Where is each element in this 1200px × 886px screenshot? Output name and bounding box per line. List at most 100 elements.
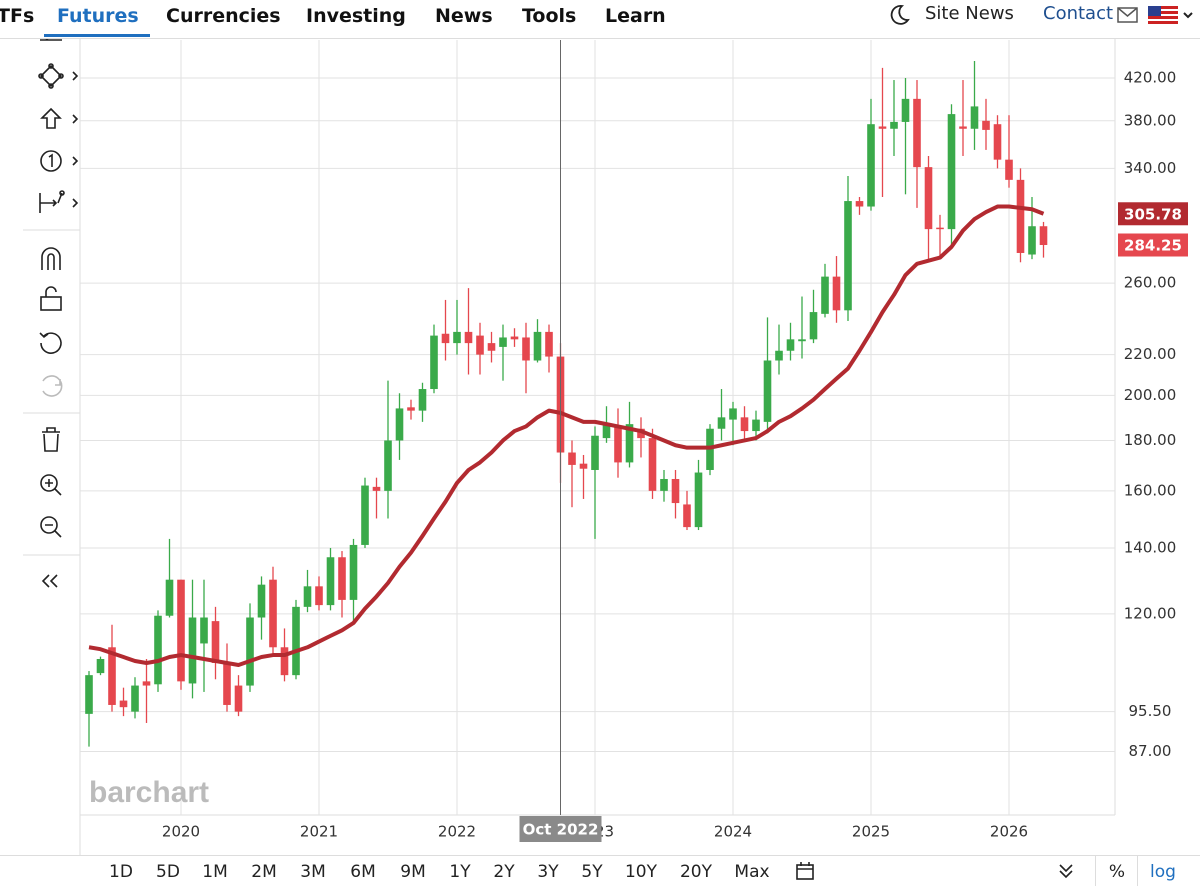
- candle-body: [315, 586, 323, 606]
- x-tick-label: 2020: [162, 823, 200, 841]
- candle-body: [177, 579, 185, 682]
- candle-body: [119, 700, 128, 708]
- y-tick-label: 160.00: [1124, 481, 1177, 499]
- candle-body: [602, 424, 611, 439]
- candle-body: [648, 438, 657, 491]
- period-button[interactable]: 1D: [109, 862, 133, 882]
- period-button[interactable]: 5D: [156, 862, 180, 882]
- candle-body: [453, 331, 461, 344]
- candle-body: [740, 417, 749, 432]
- candle-body: [637, 428, 645, 439]
- candle-body: [476, 335, 484, 355]
- candle-body: [487, 343, 496, 351]
- percent-toggle[interactable]: %: [1108, 862, 1126, 882]
- candle-body: [959, 126, 967, 129]
- active-underline: [44, 34, 150, 37]
- candle-body: [568, 452, 576, 465]
- candle-body: [625, 424, 634, 463]
- candle-body: [246, 617, 254, 686]
- period-button[interactable]: 3M: [300, 862, 326, 882]
- candle-body: [614, 426, 622, 463]
- candle-body: [579, 463, 588, 469]
- candle-body: [821, 276, 829, 314]
- x-tick-label: 2025: [852, 823, 890, 841]
- nav-item[interactable]: News: [435, 5, 493, 27]
- chart: barchart 87.00 95.50 120.00 140.00 160.00 180.…: [23, 39, 1188, 855]
- candle-body: [855, 201, 864, 207]
- x-tick-label: 2022: [438, 823, 476, 841]
- candle-body: [522, 337, 530, 361]
- site-news[interactable]: Site News: [925, 3, 1014, 24]
- candle-body: [901, 98, 910, 122]
- nav-item[interactable]: TFs: [0, 5, 35, 27]
- period-button[interactable]: 1Y: [449, 862, 471, 882]
- candle-body: [683, 504, 691, 528]
- candle-body: [1005, 159, 1013, 180]
- price-badge: [1118, 233, 1188, 257]
- candle-body: [936, 227, 944, 230]
- x-tick-label: 2024: [714, 823, 752, 841]
- candle-body: [694, 472, 703, 528]
- watermark: barchart: [89, 776, 209, 809]
- candle-body: [292, 606, 300, 676]
- period-button[interactable]: 20Y: [679, 862, 713, 882]
- candle-body: [257, 584, 266, 618]
- candle-body: [372, 486, 381, 491]
- period-button[interactable]: 2M: [251, 862, 277, 882]
- period-button[interactable]: 3Y: [537, 862, 559, 882]
- nav-item[interactable]: Currencies: [166, 5, 281, 27]
- candle-body: [878, 126, 887, 129]
- period-button[interactable]: 1M: [202, 862, 228, 882]
- y-tick-label: 180.00: [1124, 431, 1177, 449]
- y-tick-label: 140.00: [1124, 538, 1177, 556]
- candle-body: [993, 124, 1002, 160]
- period-button[interactable]: 6M: [350, 862, 376, 882]
- candle-body: [1016, 179, 1025, 253]
- candle-body: [1039, 226, 1048, 246]
- period-button[interactable]: Max: [734, 862, 770, 882]
- y-tick-label: 260.00: [1124, 274, 1177, 292]
- moving-average-line: [88, 204, 1045, 667]
- nav-item[interactable]: Futures: [57, 5, 139, 27]
- nav-item[interactable]: Tools: [522, 5, 577, 27]
- candle-body: [418, 389, 427, 411]
- y-tick-label: 340.00: [1124, 159, 1177, 177]
- candle-body: [533, 331, 542, 361]
- expand-icon[interactable]: [1057, 862, 1075, 880]
- period-button[interactable]: 10Y: [624, 862, 658, 882]
- candle-body: [798, 339, 806, 342]
- flag-icon[interactable]: [1148, 4, 1198, 26]
- candle-body: [729, 408, 737, 420]
- y-tick-label: 420.00: [1124, 68, 1177, 86]
- candle-body: [671, 478, 680, 504]
- candle-body: [763, 360, 772, 422]
- candle-body: [660, 478, 668, 491]
- nav-item[interactable]: Learn: [605, 5, 666, 27]
- calendar-icon[interactable]: [794, 860, 816, 882]
- candle-body: [303, 586, 312, 607]
- candle-body: [142, 681, 151, 686]
- x-tick-label: 2021: [300, 823, 338, 841]
- candle-body: [890, 121, 898, 129]
- candle-body: [844, 201, 852, 311]
- crosshair-label: Oct 2022: [523, 821, 599, 839]
- candle-body: [85, 675, 93, 714]
- candle-body: [280, 647, 289, 676]
- nav-item[interactable]: Investing: [306, 5, 406, 27]
- log-toggle[interactable]: log: [1150, 862, 1176, 882]
- candle-body: [499, 337, 507, 347]
- period-button[interactable]: 2Y: [493, 862, 515, 882]
- candle-body: [867, 124, 875, 207]
- period-button[interactable]: 9M: [400, 862, 426, 882]
- period-button[interactable]: 5Y: [581, 862, 603, 882]
- candle-body: [717, 417, 726, 429]
- candle-body: [188, 617, 197, 684]
- candle-body: [464, 331, 473, 344]
- candle-body: [947, 114, 956, 230]
- candle-body: [211, 621, 220, 663]
- candle-body: [441, 333, 450, 344]
- y-tick-label: 87.00: [1129, 742, 1172, 760]
- y-tick-label: 220.00: [1124, 345, 1177, 363]
- contact[interactable]: Contact: [1043, 3, 1114, 24]
- y-tick-label: 380.00: [1124, 111, 1177, 129]
